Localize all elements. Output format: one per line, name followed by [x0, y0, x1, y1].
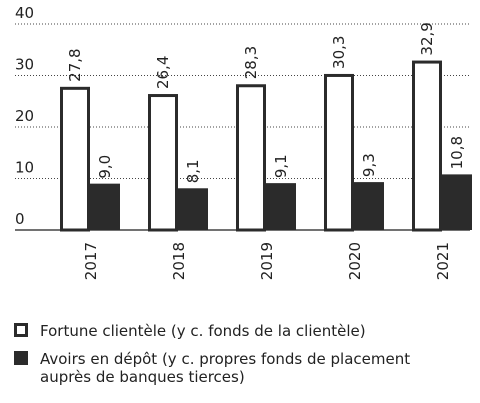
x-tick-label: 2017	[82, 242, 100, 280]
value-label: 32,9	[418, 22, 436, 55]
bar	[266, 183, 296, 230]
bar	[324, 73, 354, 232]
legend-label: Avoirs en dépôt (y c. propres fonds de p…	[40, 350, 411, 386]
value-label: 27,8	[66, 48, 84, 81]
legend-swatch	[14, 323, 28, 337]
legend-label: Fortune clientèle (y c. fonds de la clie…	[40, 322, 366, 340]
legend: Fortune clientèle (y c. fonds de la clie…	[14, 322, 474, 396]
bar	[90, 183, 120, 230]
bar	[148, 94, 178, 232]
value-label: 9,1	[272, 154, 290, 178]
value-label: 10,8	[448, 136, 466, 169]
legend-item: Fortune clientèle (y c. fonds de la clie…	[14, 322, 474, 340]
y-tick-label: 30	[15, 56, 34, 74]
value-label: 8,1	[184, 159, 202, 183]
x-tick-label: 2020	[346, 242, 364, 280]
bar	[412, 60, 442, 232]
bar	[236, 84, 266, 232]
value-label: 28,3	[242, 46, 260, 79]
x-tick-label: 2021	[434, 242, 452, 280]
y-tick-label: 0	[15, 210, 25, 228]
legend-item: Avoirs en dépôt (y c. propres fonds de p…	[14, 350, 474, 386]
y-tick-label: 10	[15, 159, 34, 177]
chart: 0 10 20 30 40 27,8 9,0 2017 26,4 8,1 2018 28,3 9,1 20…	[15, 4, 472, 280]
value-label: 9,0	[96, 155, 114, 179]
bar	[178, 188, 208, 230]
y-tick-label: 20	[15, 107, 34, 125]
bar	[60, 86, 90, 232]
bar	[354, 182, 384, 230]
y-tick-label: 40	[15, 4, 34, 22]
legend-swatch	[14, 351, 28, 365]
value-label: 9,3	[360, 153, 378, 177]
bar	[442, 174, 472, 230]
x-tick-label: 2019	[258, 242, 276, 280]
value-label: 26,4	[154, 56, 172, 89]
value-label: 30,3	[330, 36, 348, 69]
x-tick-label: 2018	[170, 242, 188, 280]
